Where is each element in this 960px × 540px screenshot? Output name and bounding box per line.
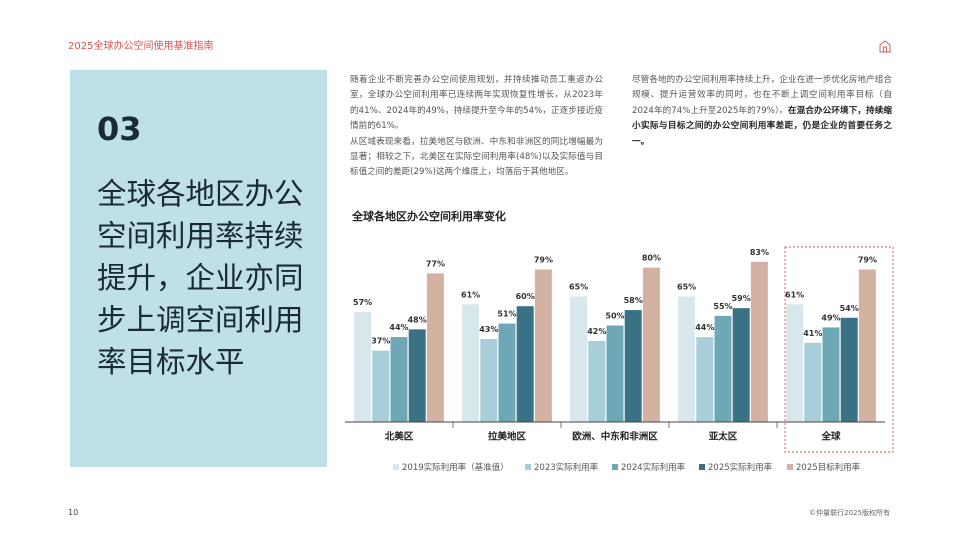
data-label: 61% (785, 290, 804, 299)
bar (714, 315, 732, 422)
legend-label: 2019实际利用率（基准值） (402, 462, 509, 473)
data-label: 59% (732, 294, 751, 303)
header-title: 2025全球办公空间使用基准指南 (68, 41, 214, 52)
data-label: 58% (624, 296, 643, 305)
section-heading: 全球各地区办公空间利用率持续提升，企业亦同步上调空间利用率目标水平 (97, 177, 304, 379)
bar (822, 327, 840, 422)
bar (678, 296, 696, 422)
section-panel (70, 70, 327, 467)
x-tick-label: 亚太区 (709, 431, 738, 443)
bar (588, 340, 606, 422)
bar (786, 304, 804, 422)
data-label: 54% (840, 304, 859, 313)
legend-label: 2025实际利用率 (708, 462, 773, 473)
x-tick-label: 拉美地区 (488, 431, 527, 443)
x-tick-label: 欧洲、中东和非洲区 (572, 431, 658, 443)
paragraph: 随着企业不断完善办公空间使用规划，并持续推动员工重返办公室，全球办公空间利用率已… (350, 75, 603, 132)
data-label: 65% (677, 283, 696, 292)
bar (480, 339, 498, 422)
legend-label: 2024实际利用率 (621, 462, 686, 473)
bar (858, 269, 876, 422)
data-label: 57% (353, 298, 372, 307)
bar (606, 325, 624, 422)
bar (516, 306, 534, 422)
data-label: 80% (642, 254, 661, 263)
bar (696, 337, 714, 422)
legend-label: 2023实际利用率 (534, 462, 599, 473)
data-label: 51% (497, 310, 516, 319)
column-1: 随着企业不断完善办公空间使用规划，并持续推动员工重返办公室，全球办公空间利用率已… (350, 73, 603, 181)
legend-swatch (612, 464, 618, 470)
data-label: 49% (821, 313, 840, 322)
bar (570, 296, 588, 422)
bar (624, 310, 642, 422)
data-label: 48% (408, 315, 427, 324)
data-label: 83% (750, 248, 769, 257)
section-number: 03 (97, 110, 142, 148)
legend-swatch (525, 464, 531, 470)
data-label: 61% (461, 290, 480, 299)
paragraph: 从区域表现来看，拉美地区与欧洲、中东和非洲区的同比增幅最为显著；相较之下，北美区… (350, 136, 603, 178)
copyright: ©仲量联行2025版权所有 (809, 509, 890, 517)
page-number: 10 (68, 508, 79, 517)
data-label: 42% (587, 327, 606, 336)
data-label: 50% (605, 312, 624, 321)
home-icon (879, 40, 891, 53)
data-label: 44% (389, 323, 408, 332)
bar (642, 267, 660, 422)
data-label: 43% (479, 325, 498, 334)
bar (534, 269, 552, 422)
x-tick-label: 全球 (820, 431, 841, 443)
legend-swatch (393, 464, 399, 470)
bar (804, 342, 822, 422)
data-label: 60% (516, 292, 535, 301)
bar (390, 337, 408, 422)
bar (372, 350, 390, 422)
data-label: 41% (803, 329, 822, 338)
data-label: 79% (858, 256, 877, 265)
paragraph: 尽管各地的办公空间利用率持续上升，企业在进一步优化房地产组合规模、提升运营效率的… (632, 75, 892, 116)
paragraph-bold: 在混合办公环境下，持续缩小实际与目标之间的办公空间利用率差距，仍是企业的首要任务… (632, 105, 892, 147)
bar (354, 311, 372, 422)
data-label: 55% (713, 302, 732, 311)
data-label: 65% (569, 283, 588, 292)
legend-swatch (787, 464, 793, 470)
chart-title: 全球各地区办公空间利用率变化 (351, 209, 506, 223)
bar (750, 261, 768, 422)
legend-label: 2025目标利用率 (796, 462, 861, 473)
bar (732, 308, 750, 422)
highlight-box (784, 246, 894, 453)
bar (408, 329, 426, 422)
bar (426, 273, 444, 422)
bar (462, 304, 480, 422)
data-label: 79% (534, 256, 553, 265)
column-2: 尽管各地的办公空间利用率持续上升，企业在进一步优化房地产组合规模、提升运营效率的… (632, 73, 892, 150)
x-tick-label: 北美区 (385, 431, 414, 443)
bar (840, 317, 858, 422)
data-label: 44% (695, 323, 714, 332)
bar (498, 323, 516, 422)
legend-swatch (699, 464, 705, 470)
data-label: 77% (426, 259, 445, 268)
data-label: 37% (371, 337, 390, 346)
